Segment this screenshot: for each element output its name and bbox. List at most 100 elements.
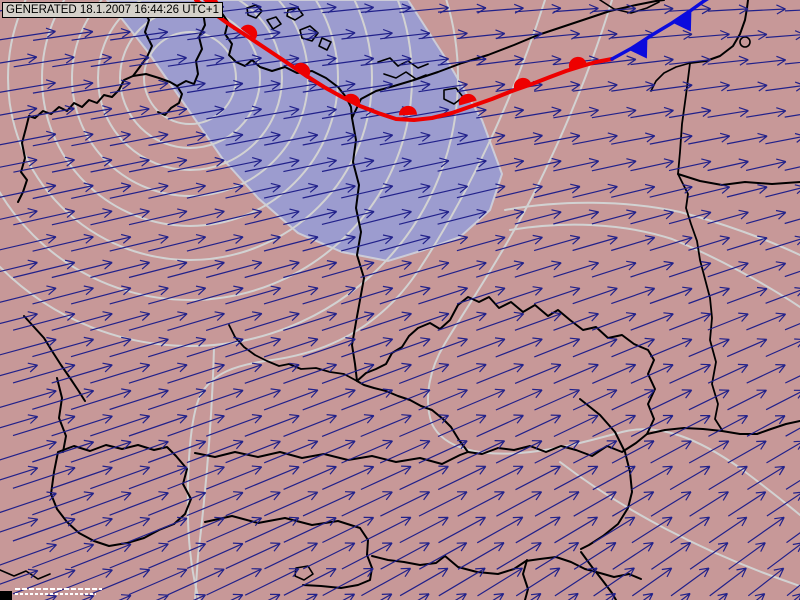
wind-arrow [477,567,524,597]
wind-arrow [167,516,225,543]
wind-arrow [530,593,542,600]
country-border [132,73,183,116]
wind-arrow [32,285,94,305]
wind-arrow [534,491,580,517]
wind-arrow [379,285,431,305]
cold-front-tooth [628,38,648,59]
wind-arrow [457,491,505,517]
wind-arrow [0,542,57,566]
wind-arrow [572,183,618,198]
wind-arrow [244,208,300,226]
country-border [522,559,529,600]
wind-arrow [283,157,337,173]
wind-arrow [437,465,487,491]
wind-arrow [70,336,132,358]
wind-arrow [321,311,375,331]
isobar [509,223,800,308]
wind-arrow [322,567,374,597]
wind-arrow [0,414,39,429]
wind-arrow [225,80,281,93]
wind-arrow [148,542,207,569]
wind-arrow [225,388,281,411]
wind-arrow [688,81,730,92]
wind-arrow [514,260,562,278]
wind-arrow [456,183,506,199]
wind-arrow [688,184,731,198]
wind-arrow [688,440,730,464]
wind-arrow [746,312,787,331]
wind-arrow [418,388,468,411]
wind-arrow [567,592,579,600]
wind-arrow [148,234,207,252]
wind-arrow [0,311,38,325]
wind-arrow [321,414,375,437]
wind-arrow [476,3,524,14]
wind-arrow [148,285,207,305]
wind-arrow [642,592,654,600]
wind-arrow [206,362,263,384]
wind-arrow [128,311,188,331]
wind-arrow [90,362,151,384]
wind-arrow [167,414,225,437]
isobar [143,31,237,125]
wind-arrow [592,465,636,491]
warm-front-scallop [240,24,258,40]
wind-arrow [591,209,637,225]
wind-arrow [225,491,281,517]
wind-arrow [792,593,800,600]
wind-arrow [90,311,151,331]
wind-arrow [495,183,543,199]
wind-arrow [0,27,56,41]
wind-arrow [785,479,800,490]
wind-arrow [630,312,674,331]
wind-arrow [495,234,543,252]
wind-arrow [360,465,412,491]
wind-arrow [399,414,450,438]
wind-arrow [110,28,169,41]
wind-arrow [553,465,599,491]
wind-arrow [321,208,375,225]
wind-arrow [784,270,800,278]
wind-arrow [360,157,412,172]
country-border [646,420,800,435]
wind-arrow [707,4,749,15]
wind-arrow [399,465,449,491]
wind-arrow [438,516,486,544]
wind-arrow [592,414,636,438]
country-border [356,296,656,457]
wind-arrow [230,593,244,600]
wind-arrow [263,337,319,358]
wind-arrow [186,131,244,146]
wind-arrow [360,311,412,331]
wind-arrow [13,53,75,68]
wind-arrow [148,336,207,358]
wind-arrow [669,55,712,66]
wind-arrow [591,158,637,172]
wind-arrow [71,182,132,199]
wind-arrow [717,592,728,600]
wind-arrow [670,567,710,597]
wind-arrow [572,286,618,305]
wind-arrow [379,388,431,411]
wind-arrow [12,465,76,489]
wind-arrow [32,542,95,569]
country-border [176,0,208,87]
country-border [443,87,464,105]
wind-arrow [418,337,468,358]
wind-arrow [186,234,244,252]
wind-arrow [515,414,562,438]
wind-arrow [708,516,748,544]
wind-arrow [129,105,188,120]
wind-arrow [727,491,767,517]
wind-arrow [728,542,766,570]
wind-arrow [438,567,486,597]
wind-arrow [476,209,525,225]
wind-arrow [456,234,506,252]
wind-arrow [70,388,132,410]
wind-arrow [379,593,393,600]
wind-arrow [109,336,169,358]
wind-arrow [32,388,95,410]
watermark [0,588,102,600]
